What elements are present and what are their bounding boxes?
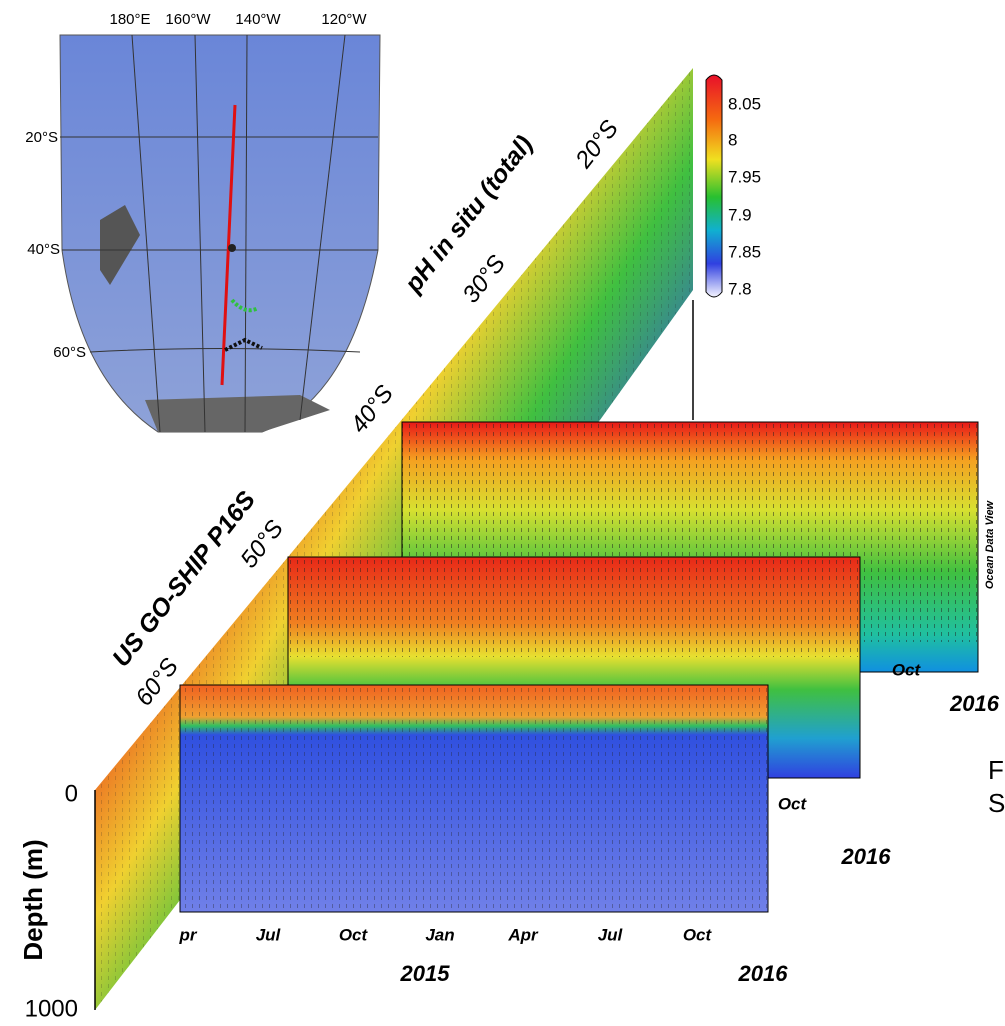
colorbar-label: 8.05	[728, 94, 761, 113]
month-label: Oct	[892, 660, 922, 679]
depth-tick-label: 1000	[25, 995, 78, 1022]
year-label: 2016	[738, 961, 789, 986]
month-label: Oct	[683, 925, 713, 944]
year-label: 2016	[949, 691, 1000, 716]
map-lon-label: 160°W	[165, 11, 211, 28]
colorbar-label: 8	[728, 130, 737, 149]
colorbar-label: 7.9	[728, 205, 752, 224]
section-title: pH in situ (total)	[399, 131, 539, 299]
colorbar-label: 7.85	[728, 242, 761, 261]
credit: Ocean Data View	[984, 499, 996, 589]
month-label: Jul	[598, 925, 624, 944]
cut-text: F	[988, 755, 1004, 785]
year-label: 2016	[841, 844, 892, 869]
map-lat-label: 60°S	[53, 344, 86, 361]
section-lat-label: 40°S	[345, 380, 398, 438]
figure: 180°E 160°W 140°W 120°W 20°S 40°S 60°S 8…	[0, 0, 1005, 1026]
month-label: Jan	[425, 925, 454, 944]
map-lat-label: 40°S	[27, 241, 60, 258]
cut-text: S	[988, 788, 1005, 818]
month-label: Oct	[778, 794, 808, 813]
year-label: 2015	[400, 961, 451, 986]
colorbar-label: 7.95	[728, 167, 761, 186]
colorbar	[706, 75, 722, 297]
month-label: pr	[179, 925, 198, 944]
map-lon-label: 120°W	[321, 11, 367, 28]
depth-tick-label: 0	[65, 780, 78, 807]
colorbar-label: 7.8	[728, 279, 752, 298]
month-label: Apr	[507, 925, 539, 944]
map	[60, 35, 380, 432]
middle-panel-stations	[288, 557, 860, 657]
front-panel-stations	[180, 685, 768, 912]
map-lon-label: 180°E	[109, 11, 150, 28]
month-label: Oct	[339, 925, 369, 944]
depth-axis-title: Depth (m)	[18, 839, 48, 960]
map-lon-label: 140°W	[235, 11, 281, 28]
month-label: Jul	[256, 925, 282, 944]
map-lat-label: 20°S	[25, 129, 58, 146]
